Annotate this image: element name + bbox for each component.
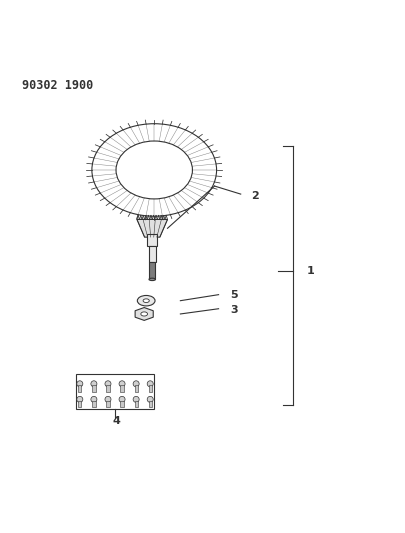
Text: 2: 2: [251, 191, 258, 201]
Text: 3: 3: [231, 304, 238, 314]
Text: 5: 5: [231, 289, 238, 300]
Circle shape: [77, 381, 83, 387]
Circle shape: [77, 397, 83, 402]
Circle shape: [119, 381, 125, 387]
Text: 1: 1: [307, 265, 315, 276]
Circle shape: [133, 381, 139, 387]
Bar: [134, 385, 138, 392]
Ellipse shape: [116, 141, 192, 199]
Circle shape: [133, 397, 139, 402]
Bar: [92, 385, 96, 392]
Circle shape: [91, 381, 97, 387]
Bar: [149, 401, 152, 407]
Bar: [78, 401, 81, 407]
Ellipse shape: [137, 295, 155, 306]
Bar: [134, 401, 138, 407]
Polygon shape: [135, 308, 153, 320]
Circle shape: [147, 397, 153, 402]
Ellipse shape: [149, 278, 156, 280]
Bar: [107, 385, 110, 392]
Bar: [149, 262, 156, 279]
Ellipse shape: [143, 299, 149, 303]
Circle shape: [105, 381, 111, 387]
Text: 4: 4: [112, 416, 120, 426]
Bar: [149, 385, 152, 392]
Bar: [149, 246, 156, 262]
Circle shape: [147, 381, 153, 387]
Bar: [107, 401, 110, 407]
Bar: [120, 385, 124, 392]
Circle shape: [91, 397, 97, 402]
Ellipse shape: [141, 312, 147, 316]
Bar: [92, 401, 96, 407]
Bar: [120, 401, 124, 407]
Bar: [76, 374, 154, 409]
Text: 90302 1900: 90302 1900: [21, 79, 93, 92]
Bar: [147, 235, 157, 246]
Bar: [78, 385, 81, 392]
Circle shape: [105, 397, 111, 402]
Polygon shape: [137, 220, 168, 237]
Circle shape: [119, 397, 125, 402]
